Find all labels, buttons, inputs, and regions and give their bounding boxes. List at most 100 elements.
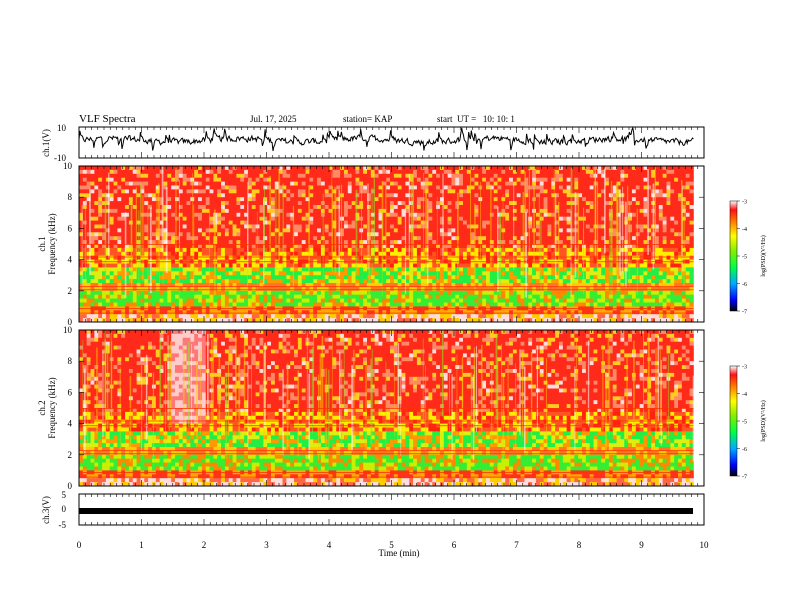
spectrogram-cell — [620, 279, 625, 284]
spectrogram-cell — [309, 177, 314, 182]
spectrogram-cell — [512, 279, 518, 284]
spectrogram-cell — [175, 212, 180, 218]
spectrogram-cell — [221, 244, 226, 249]
spectrogram-cell — [247, 240, 253, 245]
spectrogram-cell — [631, 193, 637, 198]
spectrogram-cell — [363, 216, 368, 221]
spectrogram-cell — [102, 263, 107, 268]
spectrogram-cell — [605, 275, 610, 280]
spectrogram-cell — [639, 255, 644, 260]
spectrogram-cell — [175, 189, 180, 194]
spectrogram-cell — [432, 228, 437, 233]
spectrogram-cell — [386, 193, 391, 198]
spectrogram-cell — [113, 185, 118, 190]
spectrogram-cell — [493, 232, 498, 237]
spectrogram-cell — [543, 271, 548, 276]
spectrogram-cell — [86, 166, 91, 171]
spectrogram-cell — [466, 244, 472, 249]
spectrogram-cell — [501, 267, 506, 272]
spectrogram-cell — [582, 263, 587, 268]
spectrogram-cell — [543, 185, 548, 190]
spectrogram-cell — [628, 197, 633, 202]
spectrogram-cell — [551, 208, 556, 214]
spectrogram-cell — [428, 271, 433, 276]
spectrogram-cell — [612, 263, 617, 268]
spectrogram-cell — [94, 216, 99, 221]
spectrogram-cell — [175, 236, 180, 241]
spectrogram-cell — [582, 177, 587, 182]
spectrogram-cell — [413, 177, 418, 182]
spectrogram-cell — [643, 185, 648, 190]
spectrogram-cell — [209, 169, 214, 175]
spectrogram-cell — [194, 181, 199, 186]
spectrogram-cell — [251, 247, 257, 253]
spectrogram-cell — [171, 247, 176, 253]
spectrogram-cell — [413, 275, 418, 280]
spectrogram-cell — [94, 244, 99, 249]
spectrogram-cell — [224, 275, 230, 280]
spectrogram-cell — [451, 169, 456, 175]
spectrogram-cell — [424, 279, 429, 284]
spectrogram-cell — [689, 181, 694, 186]
spectrogram-cell — [359, 177, 364, 182]
spectrogram-cell — [401, 166, 406, 171]
spectrogram-cell — [401, 216, 406, 221]
spectrogram-cell — [378, 279, 383, 284]
spectrogram-cell — [558, 197, 564, 202]
spectrogram-cell — [294, 212, 299, 218]
spectrogram-cell — [451, 166, 456, 171]
spectrogram-cell — [382, 208, 387, 214]
spectrogram-cell — [666, 228, 671, 233]
spectrogram-cell — [482, 169, 487, 175]
spectrogram-cell — [351, 212, 356, 218]
spectrogram-cell — [232, 212, 237, 218]
spectrogram-cell — [547, 197, 552, 202]
spectrogram-cell — [628, 189, 633, 194]
spectrogram-cell — [439, 173, 445, 179]
spectrogram-cell — [324, 177, 329, 182]
spectrogram-cell — [370, 267, 376, 272]
spectrogram-cell — [351, 271, 356, 276]
spectrogram-cell — [82, 185, 88, 190]
spectrogram-cell — [343, 169, 349, 175]
spectrogram-cell — [370, 169, 376, 175]
spectrogram-cell — [432, 208, 437, 214]
spectrogram-cell — [390, 240, 395, 245]
spectrogram-cell — [217, 166, 222, 171]
spectrogram-cell — [347, 255, 353, 260]
spectrogram-cell — [662, 271, 667, 276]
spectrogram-cell — [251, 212, 257, 218]
spectrogram-cell — [474, 247, 479, 253]
spectrogram-cell — [305, 251, 310, 257]
spectrogram-cell — [213, 185, 218, 190]
spectrogram-cell — [474, 212, 479, 218]
spectrogram-cell — [597, 232, 602, 237]
spectrogram-cell — [566, 208, 571, 214]
spectrogram-cell — [378, 271, 383, 276]
spectrogram-cell — [432, 275, 437, 280]
spectrogram-cell — [543, 236, 548, 241]
spectrogram-cell — [539, 236, 545, 241]
spectrogram-cell — [459, 240, 464, 245]
spectrogram-cell — [151, 232, 157, 237]
spectrogram-cell — [278, 173, 283, 179]
spectrogram-cell — [178, 208, 184, 214]
spectrogram-cell — [328, 220, 333, 225]
spectrogram-cell — [654, 166, 660, 171]
spectrogram-cell — [589, 263, 594, 268]
spectrogram-cell — [178, 181, 184, 186]
spectrogram-cell — [651, 166, 656, 171]
spectrogram-cell — [443, 220, 449, 225]
spectrogram-cell — [551, 181, 556, 186]
spectrogram-cell — [390, 177, 395, 182]
spectrogram-cell — [528, 228, 533, 233]
spectrogram-cell — [505, 201, 510, 206]
spectrogram-cell — [136, 205, 141, 210]
spectrogram-cell — [205, 271, 210, 276]
spectrogram-cell — [374, 166, 379, 171]
spectrogram-cell — [274, 166, 280, 171]
spectrogram-cell — [654, 232, 660, 237]
spectrogram-cell — [125, 271, 130, 276]
spectrogram-cell — [102, 181, 107, 186]
spectrogram-cell — [455, 177, 460, 182]
